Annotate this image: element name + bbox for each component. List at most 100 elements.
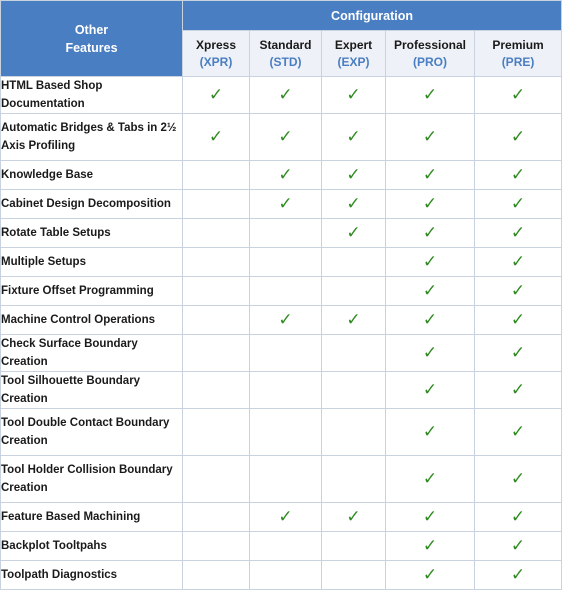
- other-features-header-line2: Features: [65, 40, 118, 55]
- feature-rows: HTML Based Shop Documentation ✓ ✓ ✓ ✓ ✓ Automa…: [0, 76, 562, 590]
- column-code: (PRE): [501, 54, 535, 69]
- availability-cell: [182, 247, 250, 277]
- availability-cell: ✓: [385, 334, 475, 372]
- availability-cell: [182, 455, 250, 503]
- availability-cell: [182, 531, 250, 561]
- column-name: Xpress: [195, 37, 237, 52]
- availability-cell: ✓: [473, 160, 562, 190]
- column-name: Standard: [259, 37, 312, 52]
- table-row: Fixture Offset Programming ✓ ✓: [0, 276, 562, 306]
- availability-cell: ✓: [321, 189, 386, 219]
- availability-cell: [182, 305, 250, 335]
- check-icon: ✓: [278, 165, 293, 185]
- check-icon: ✓: [278, 127, 293, 147]
- check-icon: ✓: [510, 536, 526, 556]
- availability-cell: [182, 560, 250, 590]
- availability-cell: [182, 502, 250, 532]
- check-icon: ✓: [278, 310, 293, 330]
- check-icon: ✓: [346, 165, 361, 185]
- availability-cell: ✓: [249, 502, 322, 532]
- availability-cell: ✓: [385, 113, 475, 161]
- availability-cell: ✓: [385, 247, 475, 277]
- check-icon: ✓: [422, 281, 438, 301]
- check-icon: ✓: [510, 422, 526, 442]
- column-name: Professional: [393, 37, 467, 52]
- availability-cell: ✓: [321, 218, 386, 248]
- feature-name: Toolpath Diagnostics: [0, 560, 183, 590]
- availability-cell: [182, 276, 250, 306]
- availability-cell: ✓: [385, 408, 475, 456]
- availability-cell: ✓: [182, 113, 250, 161]
- availability-cell: ✓: [385, 502, 475, 532]
- availability-cell: [249, 560, 322, 590]
- column-code: (EXP): [337, 54, 370, 69]
- availability-cell: ✓: [385, 276, 475, 306]
- availability-cell: ✓: [385, 531, 475, 561]
- column-header-expert: Expert (EXP): [321, 30, 386, 77]
- check-icon: ✓: [208, 127, 224, 147]
- availability-cell: ✓: [473, 189, 562, 219]
- availability-cell: [249, 455, 322, 503]
- availability-cell: [249, 276, 322, 306]
- check-icon: ✓: [422, 310, 438, 330]
- availability-cell: ✓: [249, 189, 322, 219]
- column-code: (PRO): [413, 54, 447, 69]
- check-icon: ✓: [278, 85, 293, 105]
- check-icon: ✓: [346, 194, 361, 214]
- availability-cell: [182, 160, 250, 190]
- check-icon: ✓: [510, 343, 526, 363]
- check-icon: ✓: [510, 281, 526, 301]
- availability-cell: ✓: [473, 113, 562, 161]
- availability-cell: [321, 371, 386, 409]
- check-icon: ✓: [422, 127, 438, 147]
- feature-name: Tool Silhouette Boundary Creation: [0, 371, 183, 409]
- availability-cell: ✓: [249, 113, 322, 161]
- availability-cell: [249, 218, 322, 248]
- availability-cell: ✓: [385, 560, 475, 590]
- availability-cell: [182, 334, 250, 372]
- check-icon: ✓: [510, 127, 526, 147]
- availability-cell: [321, 531, 386, 561]
- feature-name: Backplot Tooltpahs: [0, 531, 183, 561]
- check-icon: ✓: [346, 127, 361, 147]
- check-icon: ✓: [422, 565, 438, 585]
- check-icon: ✓: [422, 380, 438, 400]
- feature-name: Check Surface Boundary Creation: [0, 334, 183, 372]
- availability-cell: ✓: [473, 502, 562, 532]
- availability-cell: ✓: [385, 76, 475, 114]
- availability-cell: ✓: [473, 305, 562, 335]
- availability-cell: ✓: [473, 455, 562, 503]
- availability-cell: [182, 408, 250, 456]
- check-icon: ✓: [510, 252, 526, 272]
- check-icon: ✓: [422, 422, 438, 442]
- availability-cell: [182, 371, 250, 409]
- check-icon: ✓: [422, 469, 438, 489]
- configuration-levels-row: Xpress (XPR) Standard (STD) Expert (EXP)…: [1, 30, 562, 77]
- check-icon: ✓: [208, 85, 224, 105]
- availability-cell: ✓: [473, 76, 562, 114]
- feature-name: Machine Control Operations: [0, 305, 183, 335]
- feature-name: Rotate Table Setups: [0, 218, 183, 248]
- table-row: Backplot Tooltpahs ✓ ✓: [0, 531, 562, 561]
- feature-name: Multiple Setups: [0, 247, 183, 277]
- availability-cell: ✓: [385, 218, 475, 248]
- availability-cell: ✓: [473, 276, 562, 306]
- availability-cell: [182, 218, 250, 248]
- feature-name: Feature Based Machining: [0, 502, 183, 532]
- availability-cell: ✓: [321, 502, 386, 532]
- check-icon: ✓: [510, 380, 526, 400]
- availability-cell: ✓: [249, 76, 322, 114]
- availability-cell: ✓: [385, 160, 475, 190]
- availability-cell: ✓: [473, 560, 562, 590]
- check-icon: ✓: [422, 85, 438, 105]
- check-icon: ✓: [346, 223, 361, 243]
- availability-cell: [249, 334, 322, 372]
- check-icon: ✓: [278, 194, 293, 214]
- check-icon: ✓: [278, 507, 293, 527]
- check-icon: ✓: [422, 165, 438, 185]
- availability-cell: ✓: [321, 113, 386, 161]
- check-icon: ✓: [510, 223, 526, 243]
- availability-cell: [249, 371, 322, 409]
- column-name: Expert: [334, 37, 373, 52]
